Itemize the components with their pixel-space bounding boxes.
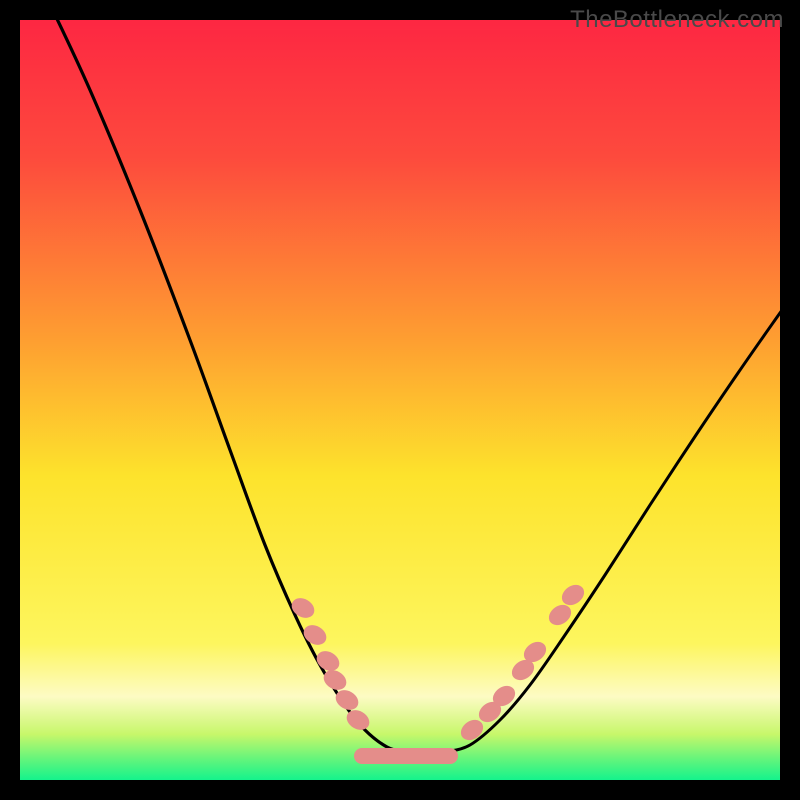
chart-frame: TheBottleneck.com [0,0,800,800]
watermark-text: TheBottleneck.com [570,6,784,34]
bottleneck-chart [0,0,800,800]
plot-area [20,20,780,780]
